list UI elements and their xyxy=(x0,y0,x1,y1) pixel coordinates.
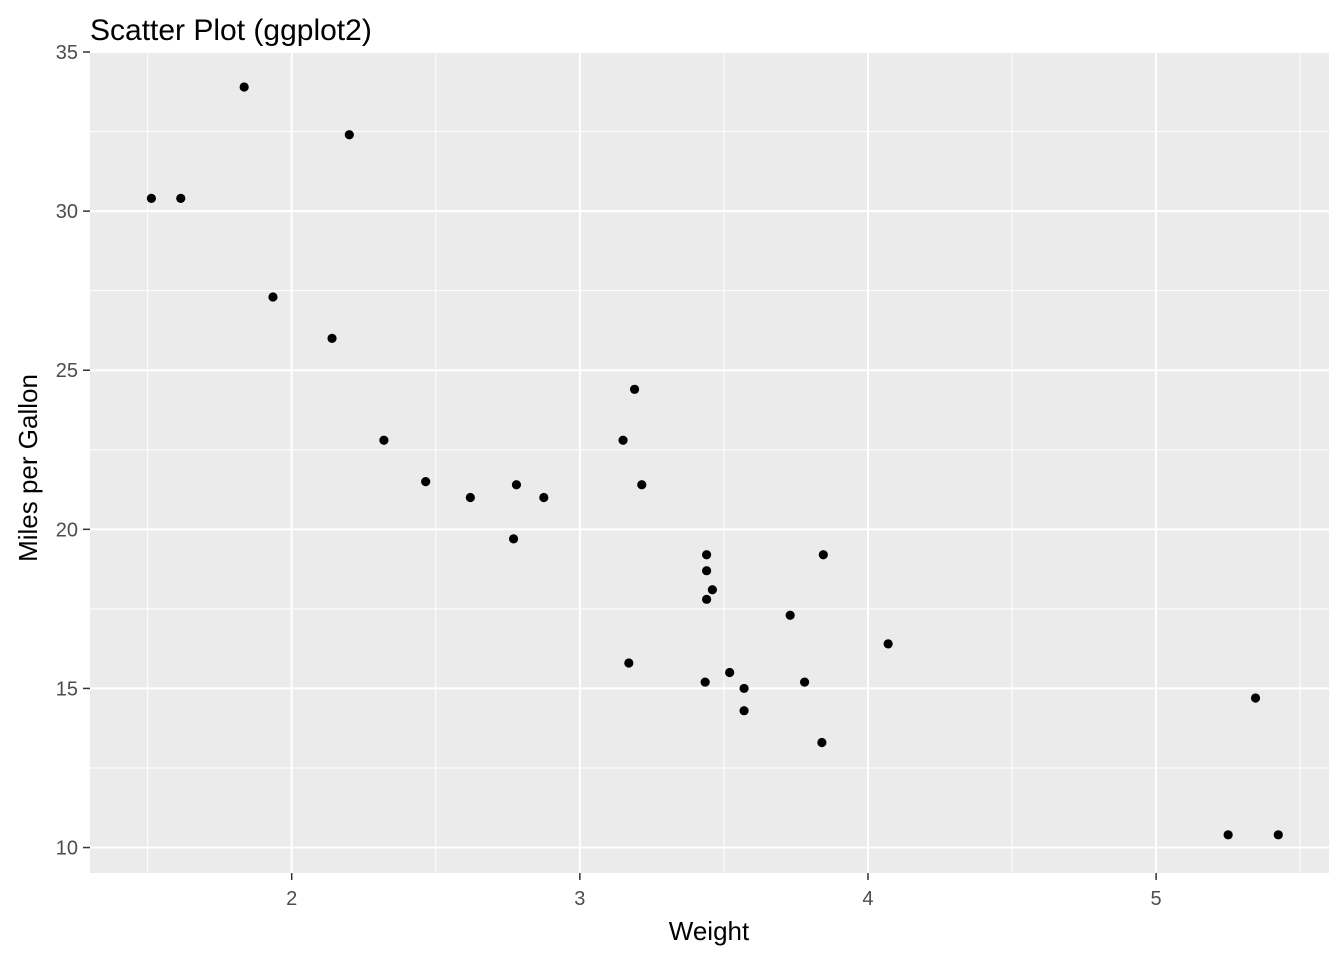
data-points xyxy=(146,82,1283,840)
plot-panel xyxy=(90,52,1329,873)
data-point xyxy=(511,480,522,490)
data-point xyxy=(146,193,156,203)
y-axis: 10 15 20 25 30 35 xyxy=(56,42,90,860)
data-point xyxy=(725,667,735,678)
y-tick-label: 25 xyxy=(56,360,78,382)
data-point xyxy=(739,706,749,716)
data-point xyxy=(700,677,710,687)
data-point xyxy=(702,594,712,604)
x-tick-label: 4 xyxy=(862,888,873,910)
major-gridlines xyxy=(90,51,1329,873)
data-point xyxy=(1223,830,1233,840)
data-point xyxy=(421,476,431,487)
data-point xyxy=(508,534,519,544)
x-tick-label: 2 xyxy=(286,888,297,910)
data-point xyxy=(327,333,337,343)
data-point xyxy=(817,737,827,748)
data-point xyxy=(268,292,278,302)
data-point xyxy=(629,384,640,394)
data-point xyxy=(883,639,893,649)
data-point xyxy=(618,435,628,445)
data-point xyxy=(1250,693,1261,703)
data-point xyxy=(785,610,795,620)
x-tick-label: 3 xyxy=(574,888,585,910)
y-axis-title: Miles per Gallon xyxy=(13,374,43,562)
y-tick-label: 10 xyxy=(56,838,78,860)
data-point xyxy=(539,492,549,503)
data-point xyxy=(799,677,810,687)
data-point xyxy=(818,550,828,560)
data-point xyxy=(707,585,717,595)
data-point xyxy=(702,566,712,576)
data-point xyxy=(637,480,647,490)
data-point xyxy=(176,193,186,203)
data-point xyxy=(344,130,354,140)
data-point xyxy=(239,82,249,92)
y-tick-label: 30 xyxy=(56,201,78,223)
y-tick-label: 35 xyxy=(56,42,78,64)
x-tick-label: 5 xyxy=(1151,888,1162,910)
x-axis: 2 3 4 5 xyxy=(286,873,1162,910)
data-point xyxy=(702,550,712,560)
data-point xyxy=(739,683,749,694)
x-axis-title: Weight xyxy=(669,916,750,946)
data-point xyxy=(1273,830,1283,840)
y-tick-label: 15 xyxy=(56,678,78,700)
minor-gridlines xyxy=(90,52,1329,873)
data-point xyxy=(624,658,634,668)
y-tick-label: 20 xyxy=(56,519,78,541)
chart-title: Scatter Plot (ggplot2) xyxy=(90,14,372,47)
data-point xyxy=(379,435,389,445)
data-point xyxy=(465,492,475,503)
